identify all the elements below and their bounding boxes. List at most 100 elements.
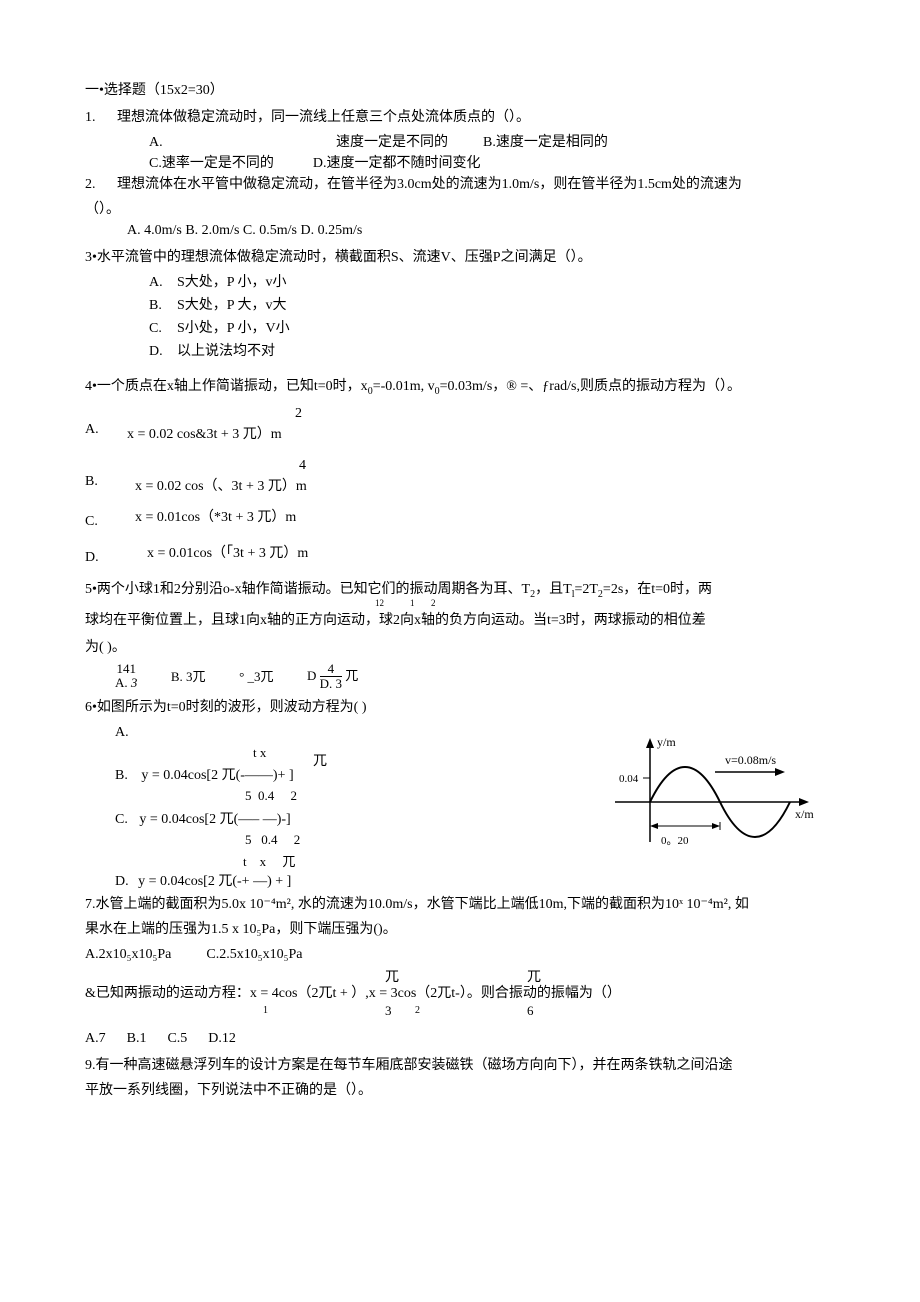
q4-A-eq: x = 0.02 cos&3t + 3 兀）m (127, 427, 282, 442)
q5-D-tail: 兀 (345, 667, 358, 682)
graph-ytick: 0.04 (619, 773, 639, 785)
q8-opts: A.7 B.1 C.5 D.12 (85, 1028, 835, 1049)
q4-D-eq: x = 0.01cos（「3t + 3 兀）m (127, 546, 308, 561)
q3-D-txt: 以上说法均不对 (177, 344, 275, 359)
q4-C-lbl: C. (85, 511, 98, 532)
q5-D-top: 4 (320, 662, 342, 677)
q7-opts: A.2x10₅x10₅Pa C.2.5x10₅x10₅Pa (85, 944, 835, 965)
q4-B-eq: x = 0.02 cos（、3t + 3 兀）m (127, 479, 307, 494)
q5-B: B. 3兀 (171, 667, 206, 687)
q5-stem-c: =2T (574, 582, 597, 597)
question-5: 5•两个小球1和2分别沿o-x轴作简谐振动。已知它们的振动周期各为耳、T2，且T… (85, 579, 835, 602)
graph-x-label: x/m (795, 807, 814, 821)
question-4: 4•一个质点在x轴上作简谐振动，已知t=0时，x0=-0.01m, v0=0.0… (85, 376, 835, 399)
q4-C-eq: x = 0.01cos（*3t + 3 兀）m (127, 510, 296, 525)
q4-B: 4 B. x = 0.02 cos（、3t + 3 兀）m (85, 455, 835, 497)
question-8: 兀 兀 &已知两振动的运动方程：x = 4cos（2兀t + ）,x = 3co… (85, 983, 835, 1004)
question-2: 2. 理想流体在水平管中做稳定流动，在管半径为3.0cm处的流速为1.0m/s，… (85, 174, 835, 195)
q5-stem-d: =2s，在t=0时，两 (603, 582, 712, 597)
q8-pi1: 兀 (385, 967, 399, 988)
q5-D-bot: D. 3 (320, 677, 342, 691)
q3-D-lbl: D. (149, 341, 177, 362)
q3-C-txt: S小处，P 小，V小 (177, 321, 290, 336)
q1-line1: A. 速度一定是不同的 B.速度一定是相同的 (85, 132, 835, 153)
graph-y-label: y/m (657, 735, 676, 749)
q6-B-eq-b: ] (289, 768, 294, 783)
q3-opts: A.S大处，P 小，v小 B.S大处，P 大，v大 C.S小处，P 小，V小 D… (85, 272, 835, 362)
section-title: 一•选择题（15x2=30） (85, 80, 835, 101)
q4-D: D. x = 0.01cos（「3t + 3 兀）m (85, 543, 835, 569)
q6-graph: y/m x/m v=0.08m/s 0.04 0。20 (605, 722, 835, 869)
q6-B-pi: 兀 (313, 751, 327, 772)
q1-D: D.速度一定都不随时间变化 (313, 153, 481, 174)
q5-mark: ° _3兀 (239, 667, 273, 687)
q1-B: B.速度一定是相同的 (483, 132, 608, 153)
q6-body: A. t x 兀 B. y = 0.04cos[2 兀(-——)+ ] 5 0.… (85, 722, 835, 892)
q3-C-lbl: C. (149, 318, 177, 339)
graph-xtick: 0。20 (661, 835, 689, 847)
q4-A: 2 A. x = 0.02 cos&3t + 3 兀）m (85, 403, 835, 445)
q8-pi2: 兀 (527, 967, 541, 988)
q8-d1: 3 (385, 1001, 392, 1021)
q1-stem: 理想流体做稳定流动时，同一流线上任意三个点处流体质点的（）。 (99, 110, 530, 125)
q4-B-top: 4 (127, 455, 835, 476)
q4-A-top: 2 (127, 403, 835, 424)
q3-B-txt: S大处，P 大，v大 (177, 298, 287, 313)
question-9-line2: 平放一系列线圈，下列说法中不正确的是（）。 (85, 1080, 835, 1101)
q6-D: t x 兀 D. y = 0.04cos[2 兀(-+ —) + ] (85, 852, 605, 893)
q6-B-lbl: B. (115, 768, 128, 783)
q5-D-lbl: D (307, 667, 316, 682)
q6-C-lbl: C. (115, 812, 128, 827)
q1-num: 1. (85, 110, 96, 125)
graph-v-label: v=0.08m/s (725, 753, 776, 767)
q2-tail: （）。 (85, 199, 835, 220)
q3-B-lbl: B. (149, 295, 177, 316)
q5-sub1: 1 (410, 597, 415, 611)
q4-B-lbl: B. (85, 471, 98, 492)
q2-opts: A. 4.0m/s B. 2.0m/s C. 0.5m/s D. 0.25m/s (85, 220, 835, 241)
q6-A-top: t x (85, 743, 605, 763)
q1-A-text: 速度一定是不同的 (336, 132, 448, 153)
q6-B-eq-a: y = 0.04cos[2 兀(-——)+ (131, 768, 285, 783)
q4-stem-c: =0.03m/s，® =、ƒrad/s,则质点的振动方程为（）。 (440, 379, 741, 394)
question-7-line1: 7.水管上端的截面积为5.0x 10⁻⁴m², 水的流速为10.0m/s，水管下… (85, 894, 835, 915)
question-9-line1: 9.有一种高速磁悬浮列车的设计方案是在每节车厢底部安装磁铁（磁场方向向下），并在… (85, 1055, 835, 1076)
q4-stem-a: 4•一个质点在x轴上作简谐振动，已知t=0时，x (85, 379, 368, 394)
q6-D-lbl: D. (115, 874, 129, 889)
q6-D-top: t x 兀 (115, 852, 605, 872)
q6-D-eq: y = 0.04cos[2 兀(-+ —) + ] (132, 874, 291, 889)
q4-A-lbl: A. (85, 419, 99, 440)
q5-line2: 球均在平衡位置上，且球1向x轴的正方向运动，球2向x轴的负方向运动。当t=3时，… (85, 610, 835, 631)
q5-D: D 4 D. 3 兀 (307, 662, 358, 692)
q5-stem-a: 5•两个小球1和2分别沿o-x轴作简谐振动。已知它们的振动周期各为耳、T (85, 582, 530, 597)
q1-C: C.速率一定是不同的 (149, 153, 274, 174)
q4-D-lbl: D. (85, 547, 99, 568)
q5-sub12a: 12 (375, 597, 384, 611)
q5-A-top: 141 (115, 662, 137, 676)
q5-line3: 为( )。 (85, 637, 835, 658)
question-7-line2: 果水在上端的压强为1.5 x 10₅Pa，则下端压强为()。 (85, 919, 835, 940)
q6-C: C. y = 0.04cos[2 兀(—– —)-] 5 0.4 2 (85, 809, 605, 850)
q8-sub1: 1 (263, 1003, 268, 1018)
q2-num: 2. (85, 177, 96, 192)
q3-A-txt: S大处，P 小，v小 (177, 275, 287, 290)
q2-stem: 理想流体在水平管中做稳定流动，在管半径为3.0cm处的流速为1.0m/s，则在管… (99, 177, 742, 192)
q5-stem-b: ，且T (535, 582, 572, 597)
wave-graph: y/m x/m v=0.08m/s 0.04 0。20 (605, 732, 825, 862)
q8-pre: &已知两振动的运动方程：x = 4cos（2兀t + ）,x = 3cos（2兀… (85, 986, 621, 1001)
q5-A-lbl: A. (115, 675, 128, 690)
question-1: 1. 理想流体做稳定流动时，同一流线上任意三个点处流体质点的（）。 (85, 107, 835, 128)
q3-A-lbl: A. (149, 272, 177, 293)
q1-line2: C.速率一定是不同的 D.速度一定都不随时间变化 (85, 153, 835, 174)
q5-A-bot: 3 (131, 675, 138, 690)
q8-sub2: 2 (415, 1003, 420, 1018)
question-3: 3•水平流管中的理想流体做稳定流动时，横截面积S、流速V、压强P之间满足（）。 (85, 247, 835, 268)
q1-A-label: A. (149, 132, 189, 153)
q6-A-lbl: A. (85, 722, 605, 743)
q5-sub2: 2 (431, 597, 436, 611)
q5-opts: 141 A. 3 B. 3兀 ° _3兀 D 4 D. 3 兀 (85, 662, 835, 692)
q6-B: 兀 B. y = 0.04cos[2 兀(-——)+ ] 5 0.4 2 (85, 765, 605, 806)
q8-d2: 6 (527, 1001, 534, 1021)
q5-A: 141 A. 3 (115, 662, 137, 691)
q4-C: C. x = 0.01cos（*3t + 3 兀）m (85, 507, 835, 533)
